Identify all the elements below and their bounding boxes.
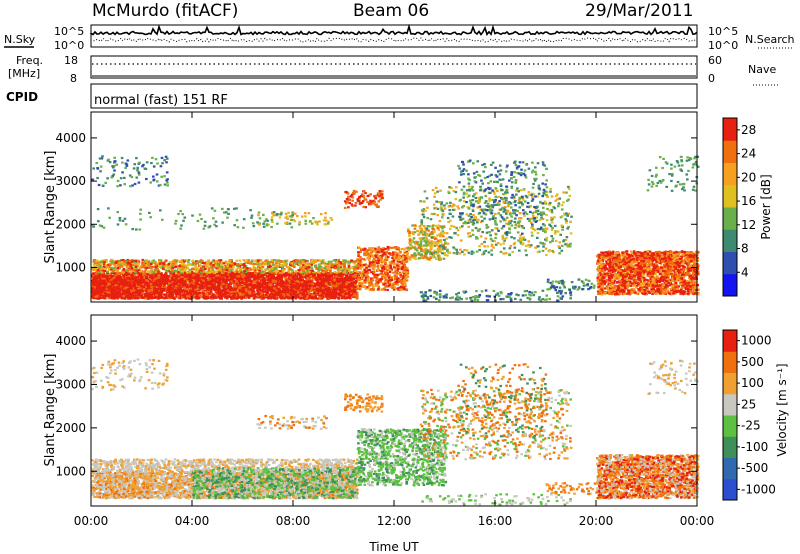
y-tick-label: 3000 — [55, 174, 86, 188]
colorbar-swatch — [723, 229, 737, 252]
y-tick-label: 1000 — [55, 260, 86, 274]
velocity-panel: 1000 2000 3000 4000 — [55, 314, 700, 507]
power-colorbar-label: Power [dB] — [759, 174, 773, 239]
noise-tick-bottom-right: 10^0 — [708, 39, 738, 52]
date-title: 29/Mar/2011 — [585, 1, 693, 21]
colorbar-swatch — [723, 457, 737, 480]
y-tick-label: 4000 — [55, 131, 86, 145]
colorbar-swatch — [723, 330, 737, 352]
colorbar-tick-label: 1000 — [741, 334, 772, 348]
noise-tick-bottom-left: 10^0 — [54, 39, 84, 52]
x-axis-label: Time UT — [368, 540, 419, 554]
colorbar-tick-label: -1000 — [741, 482, 776, 496]
x-tick-label: 00:00 — [680, 514, 715, 528]
freq-tick-bottom: 8 — [70, 72, 77, 85]
colorbar-swatch — [723, 393, 737, 416]
x-tick-label: 04:00 — [175, 514, 210, 528]
power-ylabel: Slant Range [km] — [43, 151, 58, 264]
colorbar-tick-label: -100 — [741, 440, 768, 454]
nsearch-series — [90, 37, 698, 43]
colorbar-tick-label: 100 — [741, 376, 764, 390]
y-tick-label: 2000 — [55, 217, 86, 231]
colorbar-tick-label: -500 — [741, 461, 768, 475]
colorbar-swatch — [723, 478, 737, 501]
power-colorbar: 4 8 12 16 20 24 28 — [722, 117, 756, 297]
velocity-data — [91, 358, 700, 506]
cpid-panel — [90, 83, 698, 109]
y-tick-label: 2000 — [55, 421, 86, 435]
beam-title: Beam 06 — [353, 1, 429, 21]
colorbar-tick-label: 12 — [741, 218, 756, 232]
freq-label-line1: Freq. — [16, 54, 43, 67]
colorbar-swatch — [723, 140, 737, 163]
colorbar-tick-label: 8 — [741, 242, 749, 256]
freq-label-line2: [MHz] — [8, 67, 40, 80]
x-tick-label: 16:00 — [478, 514, 513, 528]
nave-tick-bottom: 0 — [708, 72, 715, 85]
y-tick-label: 3000 — [55, 377, 86, 391]
colorbar-swatch — [723, 162, 737, 186]
colorbar-swatch — [723, 207, 737, 230]
y-tick-label: 4000 — [55, 334, 86, 348]
station-title: McMurdo (fitACF) — [92, 1, 238, 21]
colorbar-tick-label: 28 — [741, 123, 756, 137]
power-panel: 1000 2000 3000 4000 — [55, 111, 700, 303]
velocity-colorbar: 1000 500 100 25 -25 -100 -500 -1000 — [722, 329, 776, 501]
velocity-ylabel: Slant Range [km] — [43, 354, 58, 467]
freq-panel — [90, 55, 698, 79]
nsky-label: N.Sky — [4, 33, 36, 46]
x-tick-label: 08:00 — [276, 514, 311, 528]
colorbar-swatch — [723, 184, 737, 208]
nave-tick-top: 60 — [708, 54, 722, 67]
x-tick-label: 00:00 — [74, 514, 109, 528]
x-tick-label: 20:00 — [579, 514, 614, 528]
nsky-series — [90, 23, 698, 36]
colorbar-swatch — [723, 251, 737, 275]
y-tick-label: 1000 — [55, 464, 86, 478]
colorbar-swatch — [723, 273, 737, 297]
power-data — [91, 155, 700, 302]
colorbar-swatch — [723, 372, 737, 395]
x-tick-label: 12:00 — [377, 514, 412, 528]
colorbar-swatch — [723, 415, 737, 437]
nsearch-label: N.Search — [745, 33, 795, 46]
nave-label: Nave — [748, 63, 776, 76]
cpid-value: normal (fast) 151 RF — [94, 93, 228, 108]
noise-tick-top-left: 10^5 — [54, 25, 84, 38]
colorbar-tick-label: 25 — [741, 397, 756, 411]
colorbar-tick-label: -25 — [741, 419, 761, 433]
cpid-label: CPID — [6, 90, 38, 104]
colorbar-tick-label: 500 — [741, 355, 764, 369]
colorbar-tick-label: 4 — [741, 265, 749, 279]
velocity-colorbar-label: Velocity [m s⁻¹] — [775, 363, 789, 456]
colorbar-tick-label: 20 — [741, 170, 756, 184]
freq-tick-top: 18 — [64, 54, 78, 67]
colorbar-tick-label: 16 — [741, 194, 756, 208]
colorbar-swatch — [723, 118, 737, 141]
noise-tick-top-right: 10^5 — [708, 25, 738, 38]
colorbar-swatch — [723, 436, 737, 458]
noise-panel — [90, 23, 698, 48]
colorbar-tick-label: 24 — [741, 147, 756, 161]
colorbar-swatch — [723, 351, 737, 373]
x-axis: 00:00 04:00 08:00 12:00 16:00 20:00 00:00 — [74, 112, 715, 528]
